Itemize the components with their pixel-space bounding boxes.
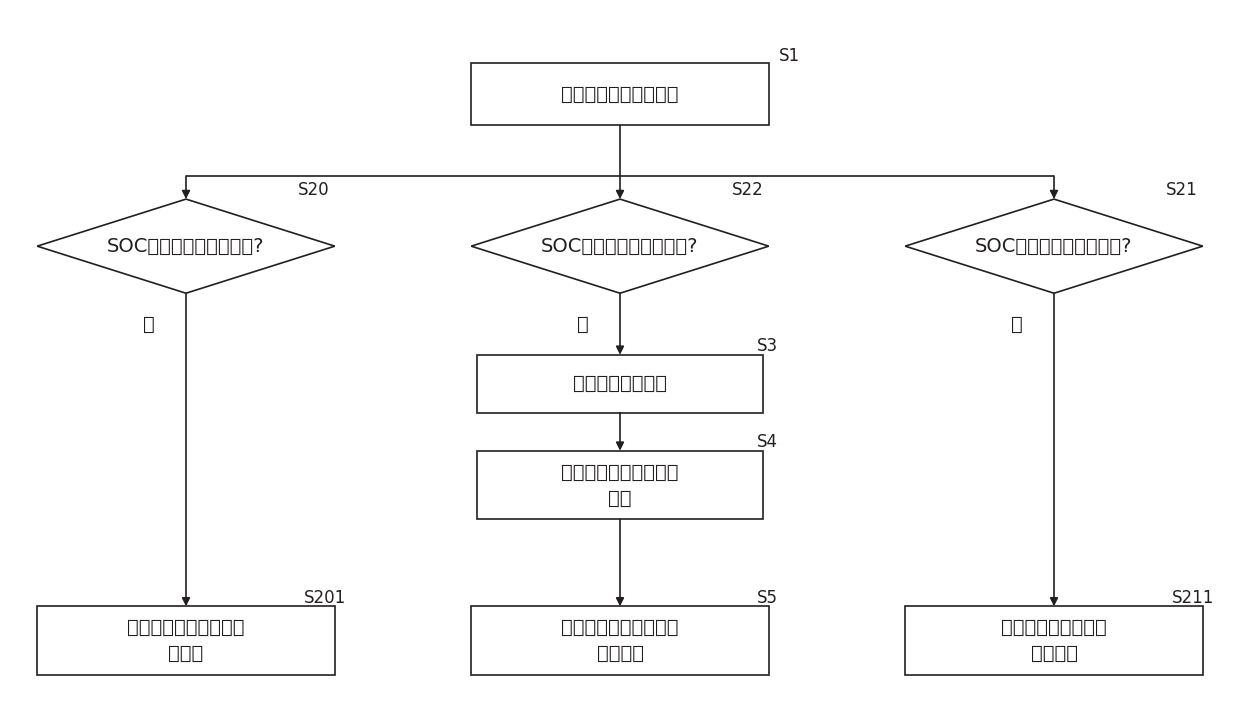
- Text: 根据行驶工况计算需求
功率: 根据行驶工况计算需求 功率: [562, 463, 678, 508]
- Text: S1: S1: [779, 47, 800, 65]
- Text: SOC值处于第三电量区间?: SOC值处于第三电量区间?: [975, 237, 1133, 256]
- FancyBboxPatch shape: [37, 607, 335, 675]
- Text: S201: S201: [304, 589, 346, 607]
- Text: 控制燃料电池以怠速
功率输出: 控制燃料电池以怠速 功率输出: [1001, 618, 1107, 663]
- Text: SOC值处于第一电量区间?: SOC值处于第一电量区间?: [107, 237, 265, 256]
- FancyBboxPatch shape: [477, 355, 763, 413]
- Text: S20: S20: [298, 181, 330, 199]
- FancyBboxPatch shape: [471, 64, 769, 125]
- Text: S5: S5: [756, 589, 777, 607]
- Text: 是: 是: [1012, 315, 1023, 334]
- Text: 是: 是: [144, 315, 155, 334]
- FancyBboxPatch shape: [471, 607, 769, 675]
- Polygon shape: [471, 199, 769, 293]
- Text: SOC值处于第二电量区间?: SOC值处于第二电量区间?: [541, 237, 699, 256]
- Text: 控制燃料电池以额定功
率输出: 控制燃料电池以额定功 率输出: [128, 618, 244, 663]
- FancyBboxPatch shape: [905, 607, 1203, 675]
- Text: 是: 是: [578, 315, 589, 334]
- FancyBboxPatch shape: [477, 450, 763, 520]
- Text: 控制燃料电池按照需求
功率输出: 控制燃料电池按照需求 功率输出: [562, 618, 678, 663]
- Text: S4: S4: [756, 433, 777, 451]
- Text: S211: S211: [1172, 589, 1214, 607]
- Polygon shape: [37, 199, 335, 293]
- Polygon shape: [905, 199, 1203, 293]
- Text: S3: S3: [756, 337, 777, 355]
- Text: 启动动力电池状态监测: 启动动力电池状态监测: [562, 85, 678, 104]
- Text: S21: S21: [1166, 181, 1198, 199]
- Text: 实时检测行驶工况: 实时检测行驶工况: [573, 374, 667, 393]
- Text: S22: S22: [732, 181, 764, 199]
